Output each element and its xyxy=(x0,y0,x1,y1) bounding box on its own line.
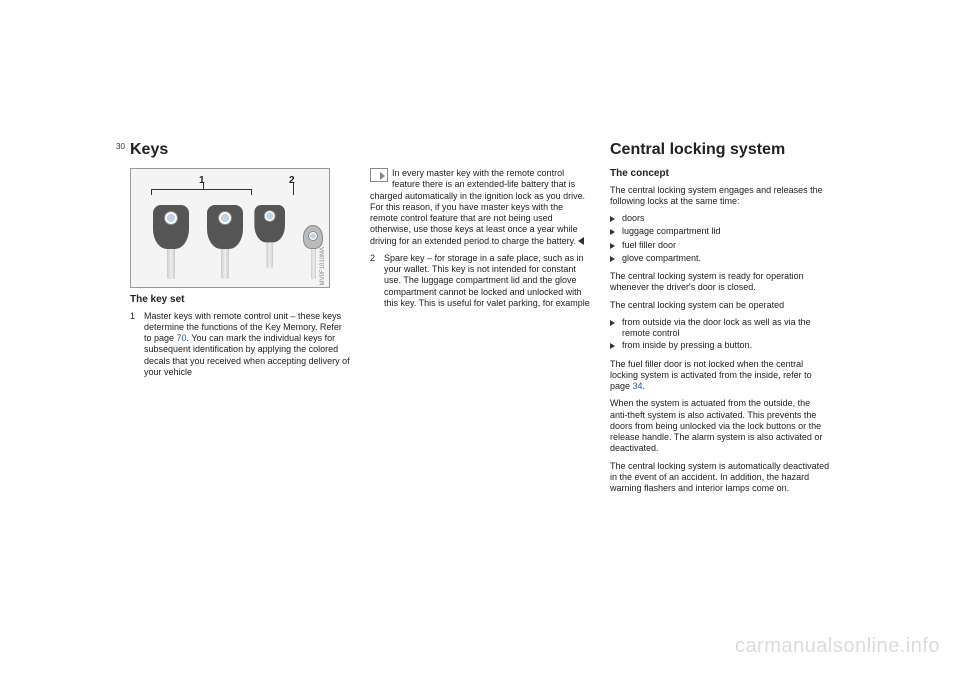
list-text-1: Master keys with remote control unit – t… xyxy=(144,311,350,379)
bullet-group-1: doors luggage compartment lid fuel fille… xyxy=(610,213,830,265)
bullet-item: luggage compartment lid xyxy=(610,226,830,238)
column-2: . In every master key with the remote co… xyxy=(370,140,590,500)
note-icon xyxy=(370,168,388,182)
watermark: carmanualsonline.info xyxy=(735,635,940,658)
bullet-group-2: from outside via the door lock as well a… xyxy=(610,317,830,353)
list-number-1: 1 xyxy=(130,311,140,379)
figure-credit: MV0F1010MA xyxy=(320,247,328,285)
battery-note: In every master key with the remote cont… xyxy=(370,168,590,247)
note-end-icon xyxy=(578,237,584,245)
list-item: 1 Master keys with remote control unit –… xyxy=(130,311,350,379)
central-locking-heading: Central locking system xyxy=(610,140,830,160)
bullet-item: from outside via the door lock as well a… xyxy=(610,317,830,340)
list-item: 2 Spare key – for storage in a safe plac… xyxy=(370,253,590,309)
accident-text: The central locking system is automatica… xyxy=(610,461,830,495)
operated-intro: The central locking system can be operat… xyxy=(610,300,830,311)
concept-subheading: The concept xyxy=(610,168,830,181)
anti-theft-text: When the system is actuated from the out… xyxy=(610,398,830,454)
ready-text: The central locking system is ready for … xyxy=(610,271,830,294)
master-key-icon xyxy=(251,205,288,268)
concept-intro: The central locking system engages and r… xyxy=(610,185,830,208)
master-key-icon xyxy=(203,205,247,279)
bullet-item: doors xyxy=(610,213,830,225)
page-content: Keys 1 2 xyxy=(130,140,830,500)
key-set-subheading: The key set xyxy=(130,294,350,307)
fuel-filler-text: The fuel filler door is not locked when … xyxy=(610,359,830,393)
column-3: Central locking system The concept The c… xyxy=(610,140,830,500)
column-1: Keys 1 2 xyxy=(130,140,350,500)
page-link-70[interactable]: 70 xyxy=(177,333,187,343)
bullet-item: from inside by pressing a button. xyxy=(610,340,830,352)
master-key-icon xyxy=(149,205,193,279)
bullet-item: glove compartment. xyxy=(610,253,830,265)
keys-heading: Keys xyxy=(130,140,350,160)
key-set-figure: 1 2 MV xyxy=(130,168,330,288)
page-number: 30 xyxy=(116,142,125,151)
list-number-2: 2 xyxy=(370,253,380,309)
list-text-2: Spare key – for storage in a safe place,… xyxy=(384,253,590,309)
page-link-34[interactable]: 34 xyxy=(633,381,643,391)
bullet-item: fuel filler door xyxy=(610,240,830,252)
